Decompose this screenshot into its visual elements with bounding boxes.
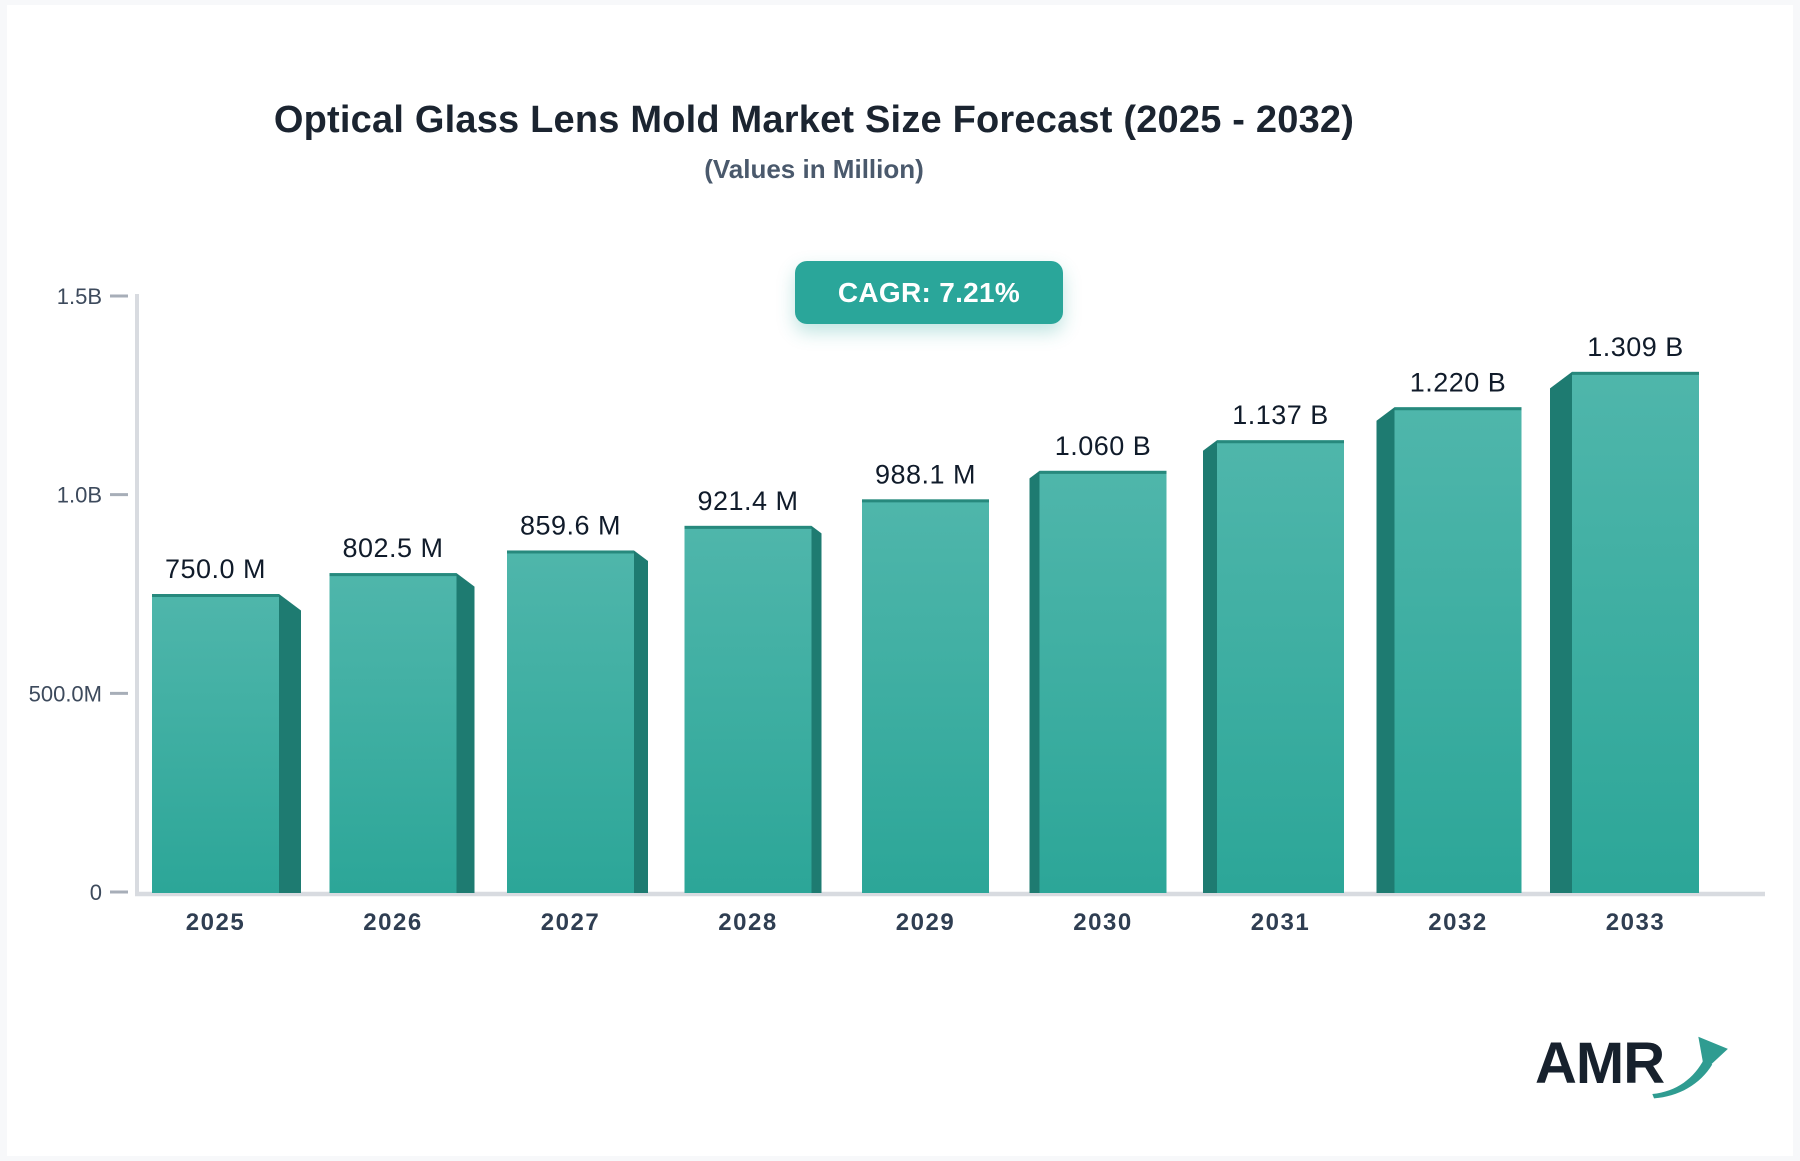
bar-2025-value-label: 750.0 M <box>165 554 266 584</box>
x-axis-label-2025: 2025 <box>186 909 245 936</box>
bar-2029 <box>862 499 989 893</box>
y-axis-tick-label-1.0B: 1.0B <box>57 483 102 508</box>
bar-2030 <box>1039 470 1167 893</box>
amr-logo-text: AMR <box>1535 1031 1665 1096</box>
x-axis-label-2031: 2031 <box>1251 909 1310 936</box>
chart-subtitle: (Values in Million) <box>704 154 924 184</box>
bar-2026-side-face <box>456 573 475 893</box>
bar-2031-value-label: 1.137 B <box>1232 400 1329 430</box>
bar-2030-side-face <box>1029 470 1040 893</box>
bar-2026-value-label: 802.5 M <box>342 533 443 563</box>
bar-2030-value-label: 1.060 B <box>1055 431 1152 461</box>
bar-2031-side-face <box>1203 440 1217 893</box>
cagr-badge: CAGR: 7.21% <box>795 261 1063 324</box>
bar-2031 <box>1217 440 1344 893</box>
chart-title: Optical Glass Lens Mold Market Size Fore… <box>273 99 1355 141</box>
bar-2028-value-label: 921.4 M <box>697 486 798 516</box>
bar-2025 <box>152 594 279 893</box>
y-axis-tick-label-1.5B: 1.5B <box>57 284 102 309</box>
x-axis-label-2027: 2027 <box>541 909 600 936</box>
trend-up-arrow-icon <box>1652 1036 1728 1099</box>
x-axis-label-2028: 2028 <box>718 909 777 936</box>
y-axis-tick-label-500.0M: 500.0M <box>29 681 102 706</box>
bar-2032-side-face <box>1376 407 1395 893</box>
amr-logo: AMR <box>1535 1035 1738 1101</box>
bar-2033-value-label: 1.309 B <box>1587 332 1684 362</box>
bar-2033-side-face <box>1550 371 1572 894</box>
x-axis-label-2029: 2029 <box>896 909 955 936</box>
bar-2027 <box>507 550 634 893</box>
x-axis-label-2032: 2032 <box>1428 909 1487 936</box>
x-axis-label-2026: 2026 <box>363 909 422 936</box>
bar-2029-value-label: 988.1 M <box>875 459 976 489</box>
bar-2028-side-face <box>811 525 822 893</box>
bar-2027-value-label: 859.6 M <box>520 510 621 540</box>
bar-2028 <box>684 525 812 893</box>
bar-2033 <box>1572 371 1699 894</box>
x-axis-label-2030: 2030 <box>1073 909 1132 936</box>
y-axis-tick-label-0: 0 <box>90 880 102 905</box>
x-axis-label-2033: 2033 <box>1606 909 1665 936</box>
bar-chart: 1.5B 1.0B 500.0M 0 750.0 M 2025 802.5 M 2026 859… <box>29 284 1765 936</box>
bar-2026 <box>329 573 457 893</box>
bar-2032-value-label: 1.220 B <box>1410 367 1507 397</box>
bar-2025-side-face <box>279 594 301 893</box>
bar-2027-side-face <box>634 550 648 893</box>
bar-2032 <box>1394 407 1522 893</box>
chart-card: Optical Glass Lens Mold Market Size Fore… <box>7 5 1793 1156</box>
